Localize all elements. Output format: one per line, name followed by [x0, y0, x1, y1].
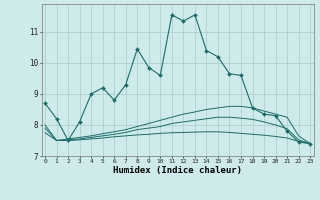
X-axis label: Humidex (Indice chaleur): Humidex (Indice chaleur) — [113, 166, 242, 175]
